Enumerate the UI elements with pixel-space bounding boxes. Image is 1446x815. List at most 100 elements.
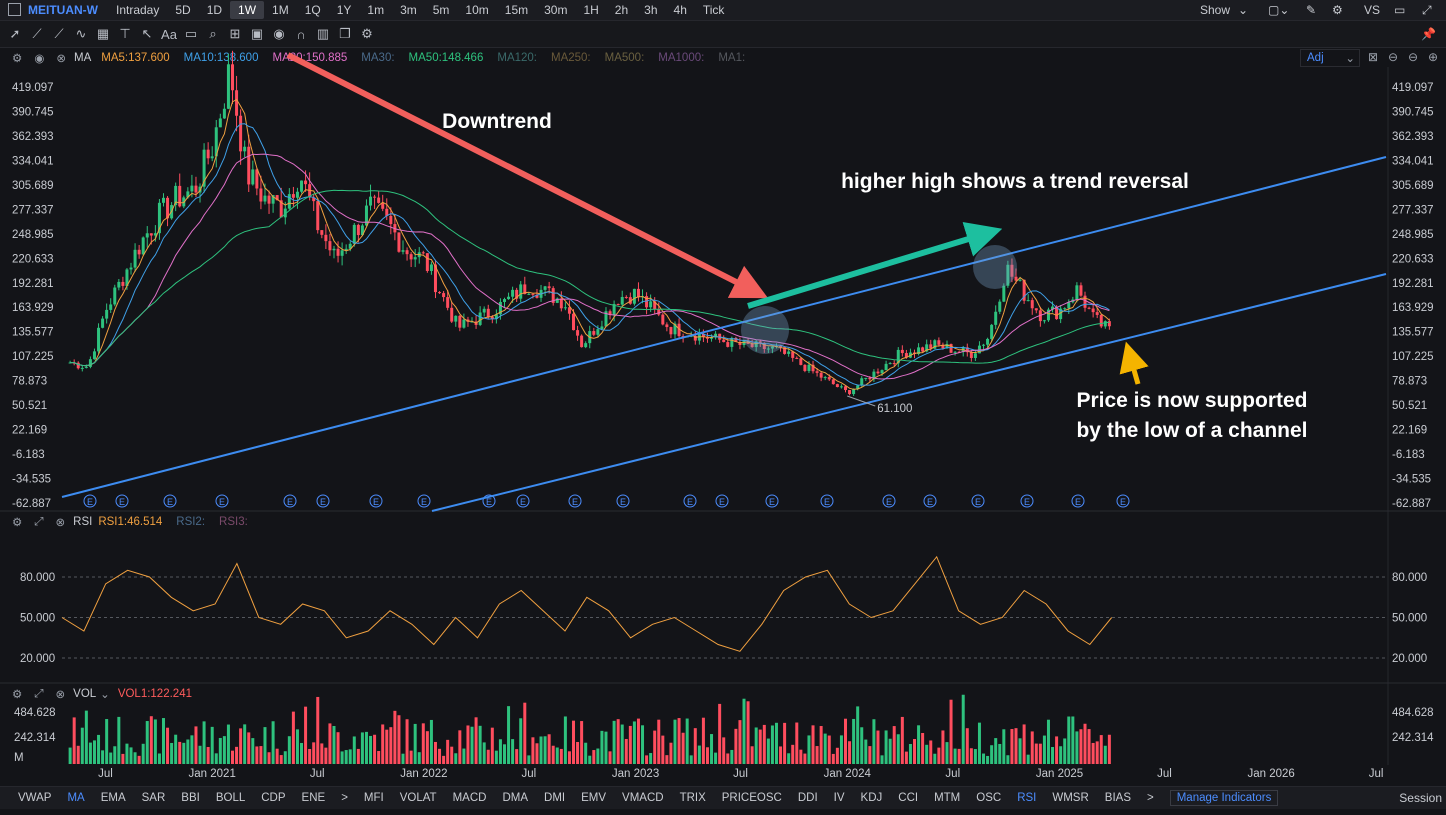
legend-item[interactable]: MA1: — [718, 52, 746, 64]
timeframe-10m[interactable]: 10m — [465, 3, 489, 17]
indicator-ema[interactable]: EMA — [100, 792, 126, 804]
timeframe-1q[interactable]: 1Q — [304, 3, 321, 17]
earnings-marker[interactable] — [283, 494, 297, 508]
chart-settings-icon[interactable]: ⊠ — [1368, 50, 1379, 64]
copy-icon[interactable]: ❐ — [339, 26, 351, 41]
gear-icon[interactable]: ⚙ — [12, 53, 23, 65]
channel-upper-line[interactable] — [61, 156, 1387, 498]
cursor-icon[interactable]: ➚ — [9, 26, 21, 41]
multi-line-icon[interactable]: ∿ — [75, 26, 87, 41]
legend-item[interactable]: RSI2: — [176, 516, 206, 528]
legend-item[interactable]: MA5:137.600 — [101, 52, 170, 64]
earnings-marker[interactable] — [482, 494, 496, 508]
session-button[interactable]: Session — [1399, 791, 1442, 805]
show-dropdown[interactable]: Show ⌄ — [1200, 0, 1248, 20]
close-icon[interactable]: ⊗ — [55, 689, 66, 701]
indicator-dma[interactable]: DMA — [502, 792, 529, 804]
indicator-rsi[interactable]: RSI — [1017, 792, 1037, 804]
earnings-marker[interactable] — [882, 494, 896, 508]
indicator-bbi[interactable]: BBI — [181, 792, 200, 804]
indicator-dmi[interactable]: DMI — [544, 792, 566, 804]
indicator-priceosc[interactable]: PRICEOSC — [721, 792, 782, 804]
indicator-vmacd[interactable]: VMACD — [622, 792, 664, 804]
timeframe-tick[interactable]: Tick — [702, 3, 725, 17]
lock-icon[interactable]: ▣ — [250, 26, 264, 41]
earnings-marker[interactable] — [971, 494, 985, 508]
indicator-more[interactable]: > — [1147, 792, 1154, 804]
timeframe-1y[interactable]: 1Y — [336, 3, 352, 17]
timeframe-15m[interactable]: 15m — [504, 3, 529, 17]
gear-icon[interactable]: ⚙ — [12, 689, 23, 701]
indicator-ddi[interactable]: DDI — [797, 792, 818, 804]
timeframe-3m[interactable]: 3m — [400, 3, 417, 17]
legend-item[interactable]: MA500: — [604, 52, 645, 64]
timeframe-1m[interactable]: 1M — [272, 3, 289, 17]
expand-icon[interactable]: ⤢ — [34, 687, 44, 700]
sidebar-toggle-icon[interactable] — [8, 3, 21, 16]
legend-item[interactable]: VOL1:122.241 — [117, 688, 192, 700]
magnet-icon[interactable]: ∩ — [296, 26, 306, 42]
indicator-iv[interactable]: IV — [833, 792, 845, 804]
legend-item[interactable]: MA250: — [551, 52, 591, 64]
indicator-cdp[interactable]: CDP — [261, 792, 286, 804]
legend-item[interactable]: MA50:148.466 — [408, 52, 484, 64]
earnings-marker[interactable] — [765, 494, 779, 508]
close-icon[interactable]: ⊗ — [56, 53, 66, 65]
indicator-osc[interactable]: OSC — [976, 792, 1002, 804]
pen-icon[interactable]: ✎ — [1306, 3, 1317, 17]
earnings-marker[interactable] — [516, 494, 530, 508]
earnings-marker[interactable] — [683, 494, 697, 508]
fullscreen-icon[interactable]: ⤢ — [1422, 2, 1432, 17]
eye-icon[interactable]: ◉ — [273, 26, 285, 41]
timeframe-5d[interactable]: 5D — [175, 3, 191, 17]
vs-button[interactable]: VS — [1364, 3, 1381, 17]
zoom-in-icon[interactable]: ⊕ — [1428, 50, 1439, 64]
manage-indicators-button[interactable]: Manage Indicators — [1169, 790, 1279, 806]
legend-item[interactable]: MA10:138.600 — [183, 52, 259, 64]
gear-icon[interactable]: ⚙ — [12, 517, 23, 529]
indicator-boll[interactable]: BOLL — [215, 792, 246, 804]
legend-item[interactable]: RSI3: — [219, 516, 248, 528]
minus-icon[interactable]: ⊖ — [1388, 50, 1399, 64]
indicator-trix[interactable]: TRIX — [679, 792, 706, 804]
trash-icon[interactable]: ▥ — [316, 26, 330, 41]
layout-icon[interactable]: ▭ — [1394, 3, 1406, 17]
indicator-macd[interactable]: MACD — [452, 792, 487, 804]
timeframe-1m[interactable]: 1m — [367, 3, 385, 17]
earnings-marker[interactable] — [1071, 494, 1085, 508]
timeframe-1d[interactable]: 1D — [206, 3, 223, 17]
vol-name[interactable]: VOL — [73, 688, 97, 700]
earnings-marker[interactable] — [115, 494, 129, 508]
timeframe-2h[interactable]: 2h — [614, 3, 629, 17]
zoom-icon[interactable]: ⌕ — [209, 26, 217, 41]
indicator-bias[interactable]: BIAS — [1104, 792, 1131, 804]
earnings-marker[interactable] — [316, 494, 330, 508]
legend-item[interactable]: MA120: — [497, 52, 537, 64]
legend-item[interactable]: MA30: — [361, 52, 395, 64]
timeframe-30m[interactable]: 30m — [544, 3, 568, 17]
vertical-line-icon[interactable]: ⊤ — [119, 26, 131, 41]
trend-line-icon[interactable]: ⟋ — [54, 26, 64, 41]
zoom-out-icon[interactable]: ⊖ — [1408, 50, 1419, 64]
earnings-marker[interactable] — [923, 494, 937, 508]
earnings-marker[interactable] — [1116, 494, 1130, 508]
legend-item[interactable]: MA20:150.885 — [272, 52, 348, 64]
earnings-marker[interactable] — [616, 494, 630, 508]
timeframe-4h[interactable]: 4h — [673, 3, 687, 17]
indicator-sar[interactable]: SAR — [141, 792, 166, 804]
comment-icon[interactable]: ▭ — [184, 26, 198, 41]
indicator-wmsr[interactable]: WMSR — [1052, 792, 1089, 804]
expand-icon[interactable]: ⤢ — [34, 515, 44, 528]
fib-tool-icon[interactable]: ▦ — [96, 26, 110, 41]
earnings-marker[interactable] — [369, 494, 383, 508]
earnings-marker[interactable] — [715, 494, 729, 508]
earnings-marker[interactable] — [568, 494, 582, 508]
rsi-name[interactable]: RSI — [73, 516, 93, 528]
pin-icon[interactable]: 📌 — [1421, 27, 1436, 41]
settings-icon[interactable]: ⚙ — [1332, 3, 1343, 17]
timeframe-5m[interactable]: 5m — [432, 3, 450, 17]
indicator-volat[interactable]: VOLAT — [399, 792, 437, 804]
timeframe-1w[interactable]: 1W — [230, 1, 265, 19]
measure-icon[interactable]: ⊞ — [229, 26, 241, 41]
eye-icon[interactable]: ◉ — [34, 53, 45, 65]
